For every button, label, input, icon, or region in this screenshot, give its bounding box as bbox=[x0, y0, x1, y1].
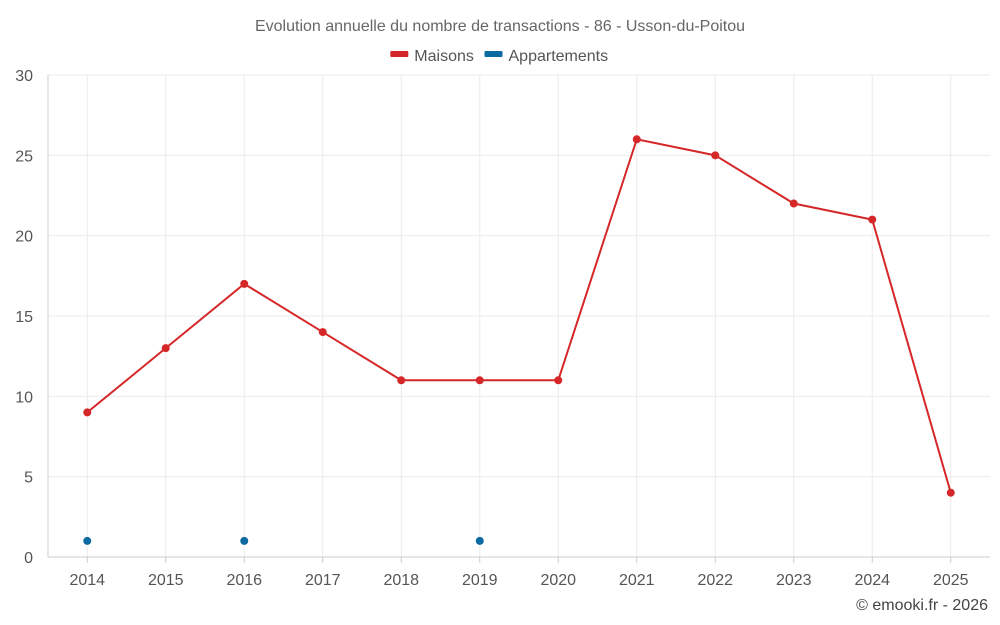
legend[interactable]: Maisons Appartements bbox=[390, 48, 608, 65]
y-tick-label: 5 bbox=[24, 470, 33, 487]
y-tick-label: 30 bbox=[15, 68, 33, 85]
series-appartements[interactable] bbox=[83, 536, 484, 545]
x-tick-label: 2023 bbox=[776, 572, 812, 589]
credit-text: © emooki.fr - 2026 bbox=[856, 597, 988, 614]
legend-swatch bbox=[390, 51, 409, 57]
data-point-maisons-2023[interactable] bbox=[789, 199, 798, 208]
y-tick-label: 25 bbox=[15, 148, 33, 165]
data-point-appartements-2014[interactable] bbox=[83, 536, 92, 545]
series-line-maisons bbox=[86, 138, 952, 494]
x-tick-label: 2025 bbox=[933, 572, 969, 589]
y-tick-label: 15 bbox=[15, 309, 33, 326]
x-tick-label: 2022 bbox=[697, 572, 733, 589]
x-tick-label: 2016 bbox=[226, 572, 262, 589]
legend-label: Appartements bbox=[509, 48, 609, 65]
data-point-maisons-2022[interactable] bbox=[711, 151, 720, 160]
x-tick-label: 2018 bbox=[383, 572, 419, 589]
legend-label: Maisons bbox=[414, 48, 474, 65]
legend-item-appartements[interactable]: Appartements bbox=[484, 48, 609, 65]
legend-swatch bbox=[484, 51, 503, 57]
y-tick-label: 0 bbox=[24, 550, 33, 567]
series-layer bbox=[83, 135, 955, 545]
x-tick-label: 2024 bbox=[854, 572, 890, 589]
series-maisons[interactable] bbox=[83, 135, 955, 497]
data-point-maisons-2018[interactable] bbox=[397, 376, 406, 385]
data-point-maisons-2017[interactable] bbox=[318, 328, 327, 337]
data-point-maisons-2025[interactable] bbox=[946, 488, 955, 497]
y-tick-label: 20 bbox=[15, 229, 33, 246]
data-point-maisons-2021[interactable] bbox=[632, 135, 641, 144]
data-point-maisons-2024[interactable] bbox=[868, 215, 877, 224]
x-tick-label: 2020 bbox=[540, 572, 576, 589]
data-point-maisons-2019[interactable] bbox=[475, 376, 484, 385]
x-tick-label: 2014 bbox=[69, 572, 105, 589]
x-tick-label: 2015 bbox=[148, 572, 184, 589]
x-tick-label: 2019 bbox=[462, 572, 498, 589]
x-tick-label: 2021 bbox=[619, 572, 655, 589]
legend-item-maisons[interactable]: Maisons bbox=[390, 48, 474, 65]
data-point-appartements-2016[interactable] bbox=[240, 536, 249, 545]
data-point-maisons-2015[interactable] bbox=[161, 344, 170, 353]
data-point-maisons-2014[interactable] bbox=[83, 408, 92, 417]
data-point-maisons-2016[interactable] bbox=[240, 279, 249, 288]
chart-title: Evolution annuelle du nombre de transact… bbox=[255, 18, 745, 35]
x-tick-label: 2017 bbox=[305, 572, 341, 589]
y-tick-label: 10 bbox=[15, 389, 33, 406]
grid bbox=[48, 74, 990, 557]
data-point-appartements-2019[interactable] bbox=[475, 536, 484, 545]
data-point-maisons-2020[interactable] bbox=[554, 376, 563, 385]
